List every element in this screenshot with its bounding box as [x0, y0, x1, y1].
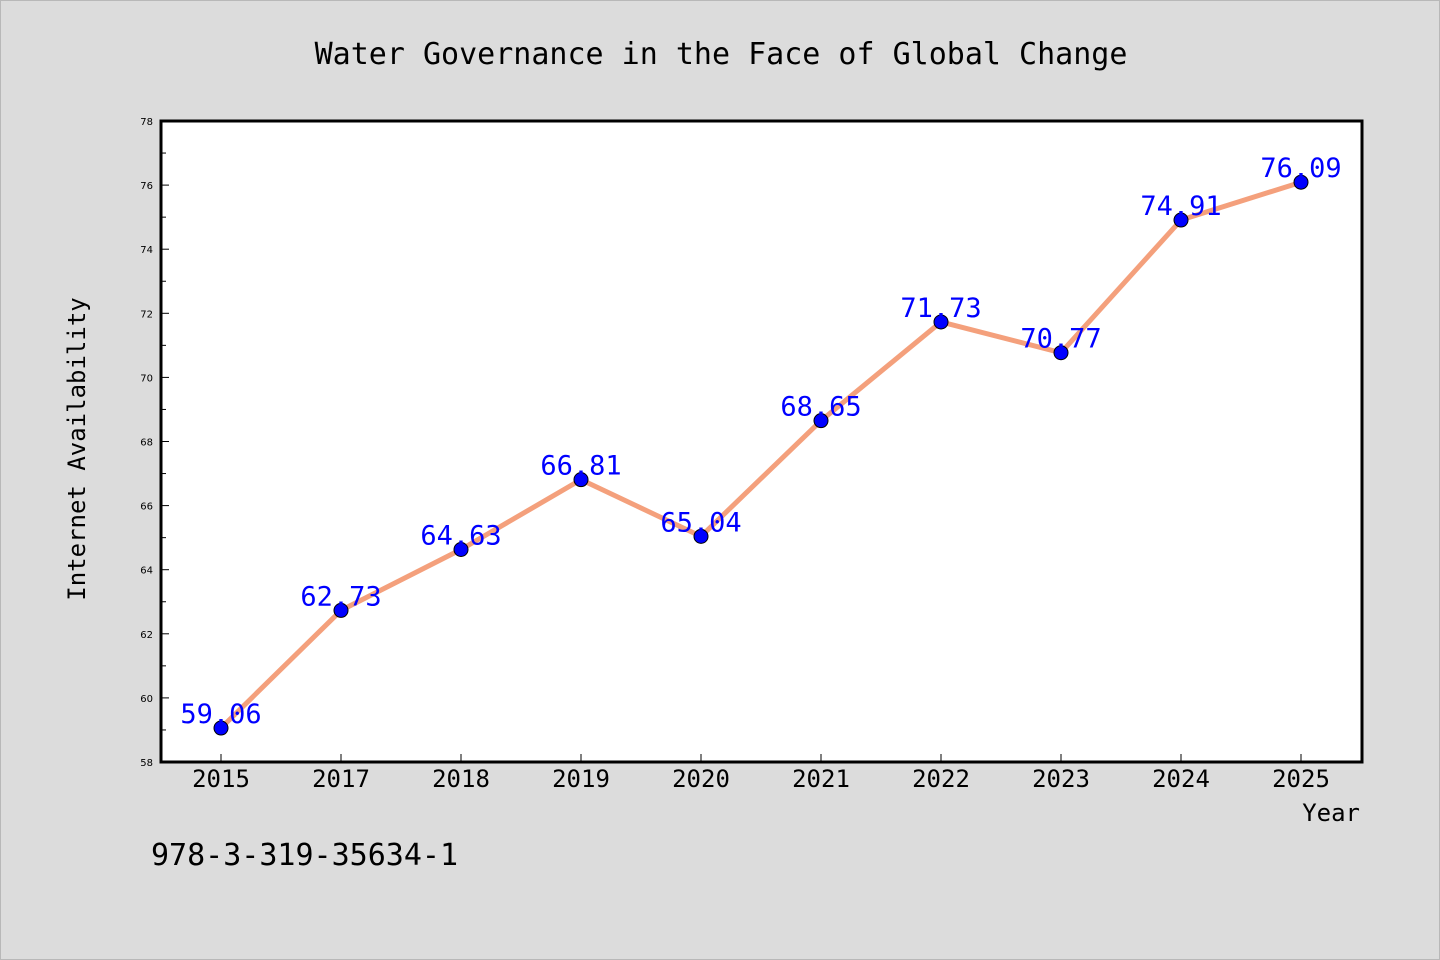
data-label: 65.04: [660, 507, 741, 538]
y-tick-label: 58: [140, 758, 153, 769]
x-axis-label: Year: [1302, 799, 1360, 827]
data-label: 76.09: [1260, 153, 1341, 184]
data-labels: 59.06 62.73 64.63 66.81 65.04 68.65 71.73 70.77…: [180, 153, 1341, 730]
data-point: [933, 314, 949, 330]
data-point: [213, 720, 229, 736]
data-label: 59.06: [180, 699, 261, 730]
y-tick-label: 60: [140, 694, 153, 705]
x-axis: 2015 2017 2018 2019 2020 2021 2022 2023 2024 2025: [192, 754, 1330, 793]
data-label: 70.77: [1020, 324, 1101, 355]
data-label: 68.65: [780, 392, 861, 423]
data-point: [813, 413, 829, 429]
series-line: [218, 179, 1304, 731]
x-tick-label: 2018: [432, 765, 490, 793]
x-tick-label: 2022: [912, 765, 970, 793]
data-point: [1293, 174, 1309, 190]
y-tick-label: 64: [140, 566, 153, 577]
data-label: 71.73: [900, 293, 981, 324]
y-tick-label: 70: [140, 373, 153, 384]
data-point: [693, 528, 709, 544]
data-point: [333, 602, 349, 618]
data-point: [453, 542, 469, 558]
chart-title: Water Governance in the Face of Global C…: [315, 37, 1128, 72]
data-label: 74.91: [1140, 191, 1221, 222]
x-tick-label: 2017: [312, 765, 370, 793]
data-point: [573, 472, 589, 488]
series-line-group: [218, 179, 1304, 731]
x-tick-label: 2024: [1152, 765, 1210, 793]
y-tick-label: 76: [140, 181, 153, 192]
y-tick-label: 66: [140, 502, 153, 513]
x-tick-label: 2020: [672, 765, 730, 793]
y-tick-label: 62: [140, 630, 153, 641]
data-point: [1053, 345, 1069, 361]
y-axis-label: Internet Availability: [63, 297, 91, 600]
x-tick-label: 2023: [1032, 765, 1090, 793]
x-tick-label: 2021: [792, 765, 850, 793]
y-tick-label: 78: [140, 117, 153, 128]
isbn-annotation: 978-3-319-35634-1: [151, 838, 458, 873]
data-markers: [213, 174, 1309, 736]
data-label: 62.73: [300, 581, 381, 612]
x-tick-label: 2019: [552, 765, 610, 793]
data-label: 66.81: [540, 451, 621, 482]
y-tick-label: 74: [140, 245, 153, 256]
x-tick-label: 2025: [1272, 765, 1330, 793]
data-point: [1173, 212, 1189, 228]
plot-area: [159, 119, 1364, 764]
y-tick-label: 72: [140, 309, 153, 320]
data-label: 64.63: [420, 521, 501, 552]
x-tick-label: 2015: [192, 765, 250, 793]
y-axis: 58 60 62 64 66 68 70 72 74 76 78: [140, 117, 169, 769]
y-tick-label: 68: [140, 438, 153, 449]
